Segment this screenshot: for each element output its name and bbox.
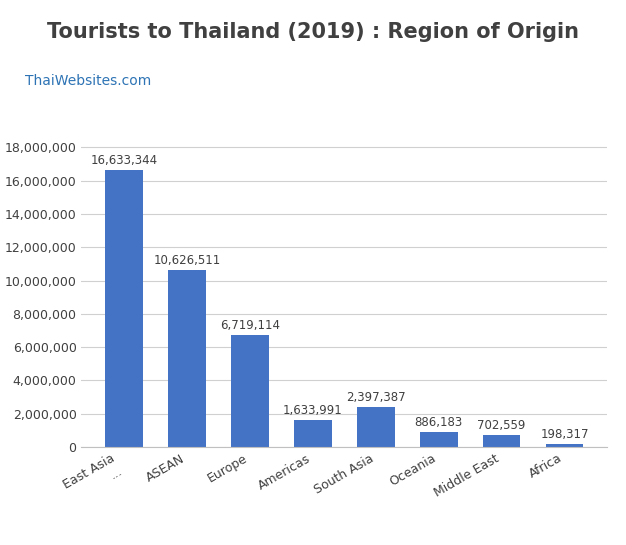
Text: 198,317: 198,317 [540,428,588,440]
Bar [231,335,269,447]
Text: 6,719,114: 6,719,114 [220,319,280,332]
Text: ThaiWebsites.com: ThaiWebsites.com [25,74,151,88]
Bar [420,432,458,447]
Bar [546,444,583,447]
Text: 10,626,511: 10,626,511 [153,254,221,267]
Bar [105,170,143,447]
Text: 1,633,991: 1,633,991 [283,404,342,417]
Text: Tourists to Thailand (2019) : Region of Origin: Tourists to Thailand (2019) : Region of … [47,22,579,42]
Bar [483,435,520,447]
Bar [294,420,332,447]
Text: 702,559: 702,559 [478,419,526,432]
Text: 2,397,387: 2,397,387 [346,391,406,404]
Bar [357,407,394,447]
Text: 886,183: 886,183 [414,416,463,429]
Text: 16,633,344: 16,633,344 [91,154,158,167]
Bar [168,270,206,447]
